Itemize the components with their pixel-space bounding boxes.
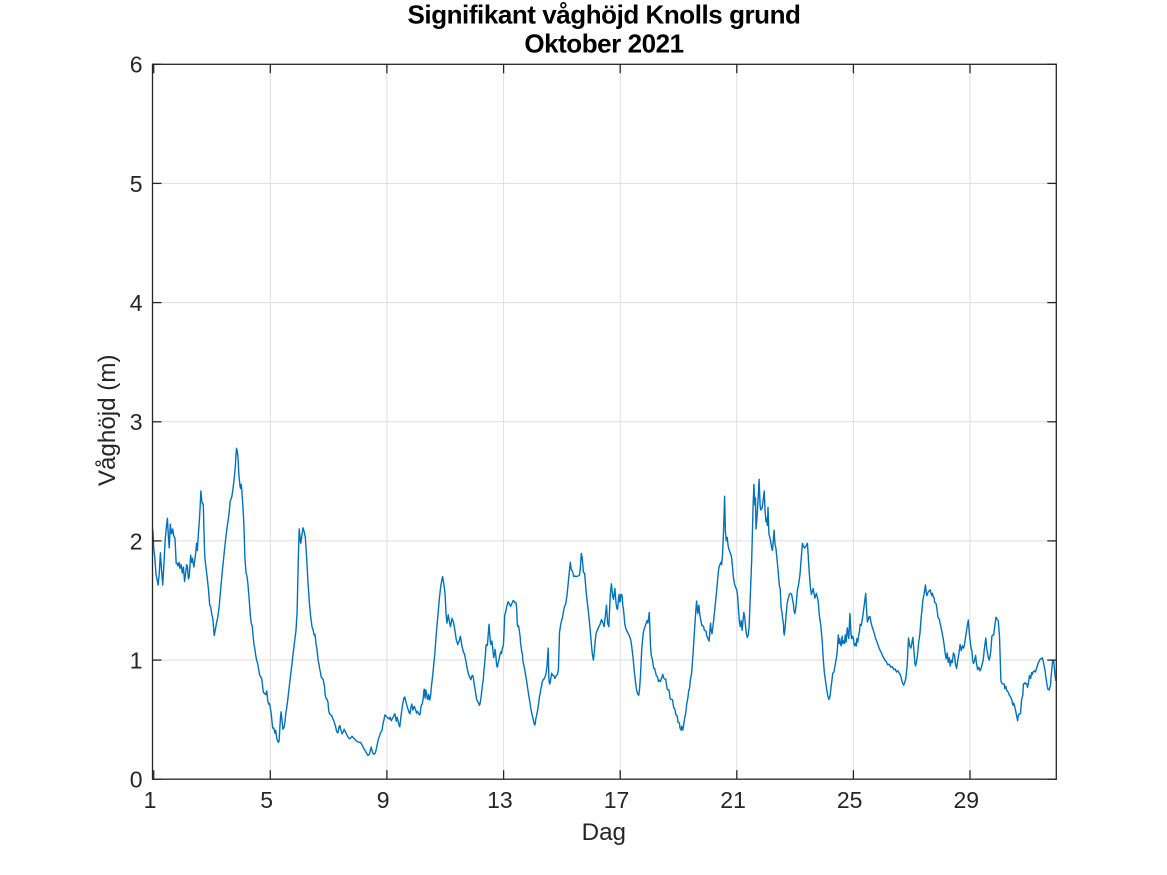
svg-text:Dag: Dag	[582, 819, 626, 846]
svg-text:3: 3	[130, 409, 143, 435]
svg-text:6: 6	[130, 52, 143, 78]
svg-text:29: 29	[954, 787, 980, 813]
svg-text:Våghöjd (m): Våghöjd (m)	[94, 354, 121, 486]
svg-text:21: 21	[720, 787, 746, 813]
svg-text:1: 1	[144, 787, 157, 813]
svg-text:13: 13	[487, 787, 513, 813]
svg-text:0: 0	[130, 767, 143, 793]
svg-text:5: 5	[260, 787, 273, 813]
svg-text:2: 2	[130, 528, 143, 554]
svg-text:Signifikant våghöjd Knolls gru: Signifikant våghöjd Knolls grund	[408, 0, 801, 29]
svg-text:5: 5	[130, 171, 143, 197]
svg-text:17: 17	[604, 787, 630, 813]
svg-text:9: 9	[377, 787, 390, 813]
svg-text:25: 25	[837, 787, 863, 813]
svg-text:Oktober 2021: Oktober 2021	[524, 29, 683, 59]
svg-text:4: 4	[130, 290, 143, 316]
svg-text:1: 1	[130, 648, 143, 674]
